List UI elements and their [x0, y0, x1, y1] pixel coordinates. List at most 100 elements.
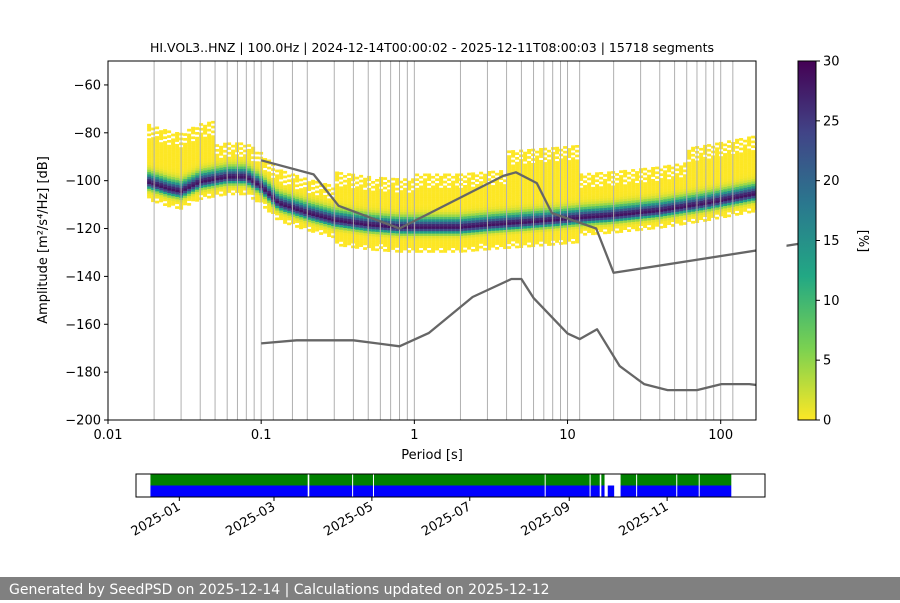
pdf-cell	[203, 189, 208, 193]
pdf-cell	[339, 200, 344, 204]
pdf-cell	[611, 228, 616, 232]
pdf-cell	[467, 172, 472, 176]
pdf-cell	[511, 210, 516, 213]
pdf-cell	[547, 185, 552, 189]
pdf-cell	[415, 178, 420, 181]
pdf-cell	[711, 181, 716, 185]
pdf-cell	[451, 214, 456, 217]
x-tick-label: 0.1	[251, 428, 272, 443]
pdf-cell	[291, 207, 296, 210]
pdf-cell	[687, 197, 692, 201]
pdf-cell	[183, 149, 188, 153]
pdf-cell	[543, 229, 548, 232]
pdf-cell	[567, 148, 572, 151]
colorbar-bar	[797, 60, 817, 421]
pdf-cell	[535, 232, 540, 235]
pdf-cell	[667, 219, 672, 223]
pdf-cell	[611, 221, 616, 225]
pdf-cell	[467, 220, 472, 224]
pdf-cell	[523, 213, 528, 217]
pdf-cell	[479, 202, 484, 206]
pdf-cell	[211, 156, 216, 160]
pdf-cell	[723, 184, 728, 187]
pdf-cell	[535, 224, 540, 228]
pdf-cell	[611, 204, 616, 208]
pdf-cell	[747, 153, 752, 156]
pdf-cell	[431, 245, 436, 248]
pdf-cell	[523, 156, 528, 160]
pdf-cell	[495, 187, 500, 190]
pdf-cell	[311, 230, 316, 233]
pdf-cell	[299, 216, 304, 220]
pdf-cell	[291, 183, 296, 186]
pdf-cell	[255, 185, 260, 188]
pdf-cell	[475, 207, 480, 211]
pdf-cell	[395, 230, 400, 234]
pdf-cell	[443, 238, 448, 241]
pdf-cell	[691, 158, 696, 162]
pdf-cell	[187, 179, 192, 182]
pdf-cell	[311, 191, 316, 195]
pdf-cell	[187, 169, 192, 173]
pdf-cell	[527, 192, 532, 195]
pdf-cell	[375, 210, 380, 213]
pdf-cell	[507, 234, 512, 237]
pdf-cell	[319, 198, 324, 202]
pdf-cell	[683, 212, 688, 216]
pdf-cell	[299, 212, 304, 215]
pdf-cell	[699, 157, 704, 161]
pdf-cell	[707, 213, 712, 217]
pdf-cell	[211, 168, 216, 172]
pdf-cell	[699, 159, 704, 163]
pdf-cell	[523, 187, 528, 191]
pdf-cell	[403, 228, 408, 232]
pdf-cell	[203, 129, 208, 133]
pdf-cell	[431, 207, 436, 210]
pdf-cell	[711, 198, 716, 202]
pdf-cell	[307, 195, 312, 199]
chart-title: HI.VOL3..HNZ | 100.0Hz | 2024-12-14T00:0…	[150, 40, 714, 55]
pdf-cell	[619, 220, 624, 224]
pdf-cell	[335, 221, 340, 225]
pdf-cell	[571, 159, 576, 163]
pdf-cell	[511, 188, 516, 192]
pdf-cell	[283, 194, 288, 198]
pdf-cell	[447, 247, 452, 251]
pdf-cell	[191, 167, 196, 171]
pdf-cell	[691, 175, 696, 179]
pdf-cell	[723, 177, 728, 180]
pdf-cell	[371, 221, 376, 225]
pdf-cell	[747, 162, 752, 166]
pdf-cell	[495, 199, 500, 202]
pdf-cell	[603, 205, 608, 208]
pdf-cell	[515, 192, 520, 196]
pdf-cell	[407, 233, 412, 236]
pdf-cell	[751, 181, 756, 184]
pdf-cell	[547, 238, 552, 242]
pdf-cell	[355, 198, 360, 201]
pdf-cell	[215, 180, 220, 183]
pdf-cell	[355, 222, 360, 225]
pdf-cell	[403, 226, 408, 229]
pdf-cell	[319, 217, 324, 221]
pdf-cell	[455, 209, 460, 213]
pdf-cell	[451, 192, 456, 196]
pdf-cell	[583, 201, 588, 205]
pdf-cell	[411, 230, 416, 234]
pdf-cell	[347, 180, 352, 184]
pdf-cell	[387, 203, 392, 207]
pdf-cell	[707, 153, 712, 157]
pdf-cell	[627, 195, 632, 199]
pdf-cell	[527, 165, 532, 169]
pdf-cell	[311, 194, 316, 197]
pdf-cell	[399, 221, 404, 225]
pdf-cell	[471, 222, 476, 226]
pdf-cell	[387, 179, 392, 183]
pdf-cell	[279, 183, 284, 187]
pdf-cell	[703, 202, 708, 205]
pdf-cell	[591, 182, 596, 185]
pdf-cell	[455, 214, 460, 217]
pdf-cell	[431, 204, 436, 208]
pdf-cell	[735, 181, 740, 185]
pdf-cell	[387, 191, 392, 195]
